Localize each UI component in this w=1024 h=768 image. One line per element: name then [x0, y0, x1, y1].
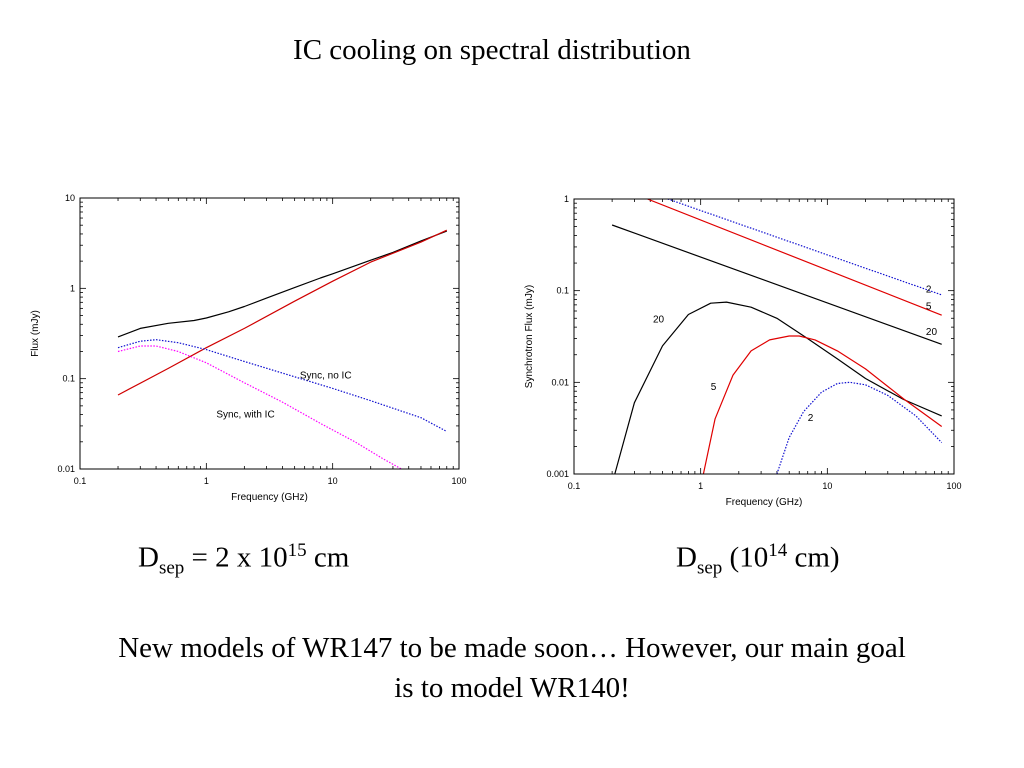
chart-right-ytick-label: 0.1 [556, 286, 569, 296]
caption-left-tail: cm [306, 541, 350, 574]
chart-left-xlabel: Frequency (GHz) [231, 492, 308, 503]
caption-left-base: D [138, 541, 159, 574]
chart-left-series-line [117, 345, 402, 469]
chart-right-xlabel: Frequency (GHz) [726, 497, 803, 508]
chart-left-series-line [117, 229, 448, 396]
chart-right-series-line [611, 224, 942, 345]
chart-right-ytick-label: 0.001 [546, 469, 569, 479]
caption-right-sub: sep [696, 557, 723, 579]
chart-left-ytick-label: 1 [70, 283, 75, 293]
chart-left-xtick-label: 0.1 [74, 476, 87, 486]
chart-left-frame [79, 197, 460, 470]
chart-left-series-line [117, 339, 448, 433]
chart-right-annotation: 5 [711, 382, 717, 393]
chart-right-series-line [614, 301, 942, 474]
caption-right-sup: 14 [768, 540, 788, 561]
chart-right-frame [573, 198, 955, 475]
chart-left-series-line [117, 230, 448, 338]
footer-line-2: is to model WR140! [394, 672, 630, 704]
chart-left-xtick-label: 1 [204, 476, 209, 486]
chart-left-xtick-label: 100 [451, 476, 466, 486]
chart-right-ytick-label: 0.01 [551, 377, 569, 387]
caption-left-sup: 15 [287, 540, 307, 561]
chart-left-ytick-label: 0.1 [62, 374, 75, 384]
chart-right-series-line [702, 335, 943, 474]
chart-right-annotation: 5 [926, 302, 932, 313]
chart-right-series-line [776, 381, 943, 474]
chart-right-annotation: 20 [653, 314, 665, 325]
chart-left-xtick-label: 10 [328, 476, 338, 486]
chart-right-ytick-label: 1 [564, 194, 569, 204]
chart-right-annotation: 2 [926, 285, 932, 296]
slide-title: IC cooling on spectral distribution [293, 34, 691, 66]
caption-right-mid: (10 [722, 541, 769, 574]
caption-left: Dsep = 2 x 1015 cm [138, 540, 349, 579]
chart-left-ylabel: Flux (mJy) [30, 310, 41, 357]
chart-right-xtick-label: 10 [822, 481, 832, 491]
chart-right-group: 0.1 1 10 100 0.001 0.01 0.1 1 Frequency (GHz) Syn… [524, 194, 962, 508]
chart-right-series-line [667, 199, 942, 296]
chart-left-ytick-label: 10 [65, 193, 75, 203]
chart-right-xtick-label: 0.1 [568, 481, 581, 491]
chart-right-xtick-label: 100 [946, 481, 961, 491]
chart-right-annotation: 20 [926, 327, 938, 338]
caption-right: Dsep (1014 cm) [676, 540, 840, 579]
chart-right-annotation: 2 [808, 413, 814, 424]
caption-left-sub: sep [158, 557, 185, 579]
footer-line-1: New models of WR147 to be made soon… How… [118, 632, 906, 664]
chart-left-annotation: Sync, with IC [216, 410, 274, 421]
chart-right-series-line [647, 199, 942, 316]
caption-right-tail: cm) [787, 541, 840, 574]
caption-right-base: D [676, 541, 697, 574]
chart-left-annotation: Sync, no IC [300, 371, 352, 382]
chart-right-xtick-label: 1 [698, 481, 703, 491]
chart-left-group: 0.1 1 10 100 0.01 0.1 1 10 Frequency (GHz) Flux (… [30, 193, 467, 503]
chart-right-ylabel: Synchrotron Flux (mJy) [524, 285, 535, 388]
chart-left-ytick-label: 0.01 [57, 464, 75, 474]
caption-left-mid: = 2 x 10 [184, 541, 288, 574]
